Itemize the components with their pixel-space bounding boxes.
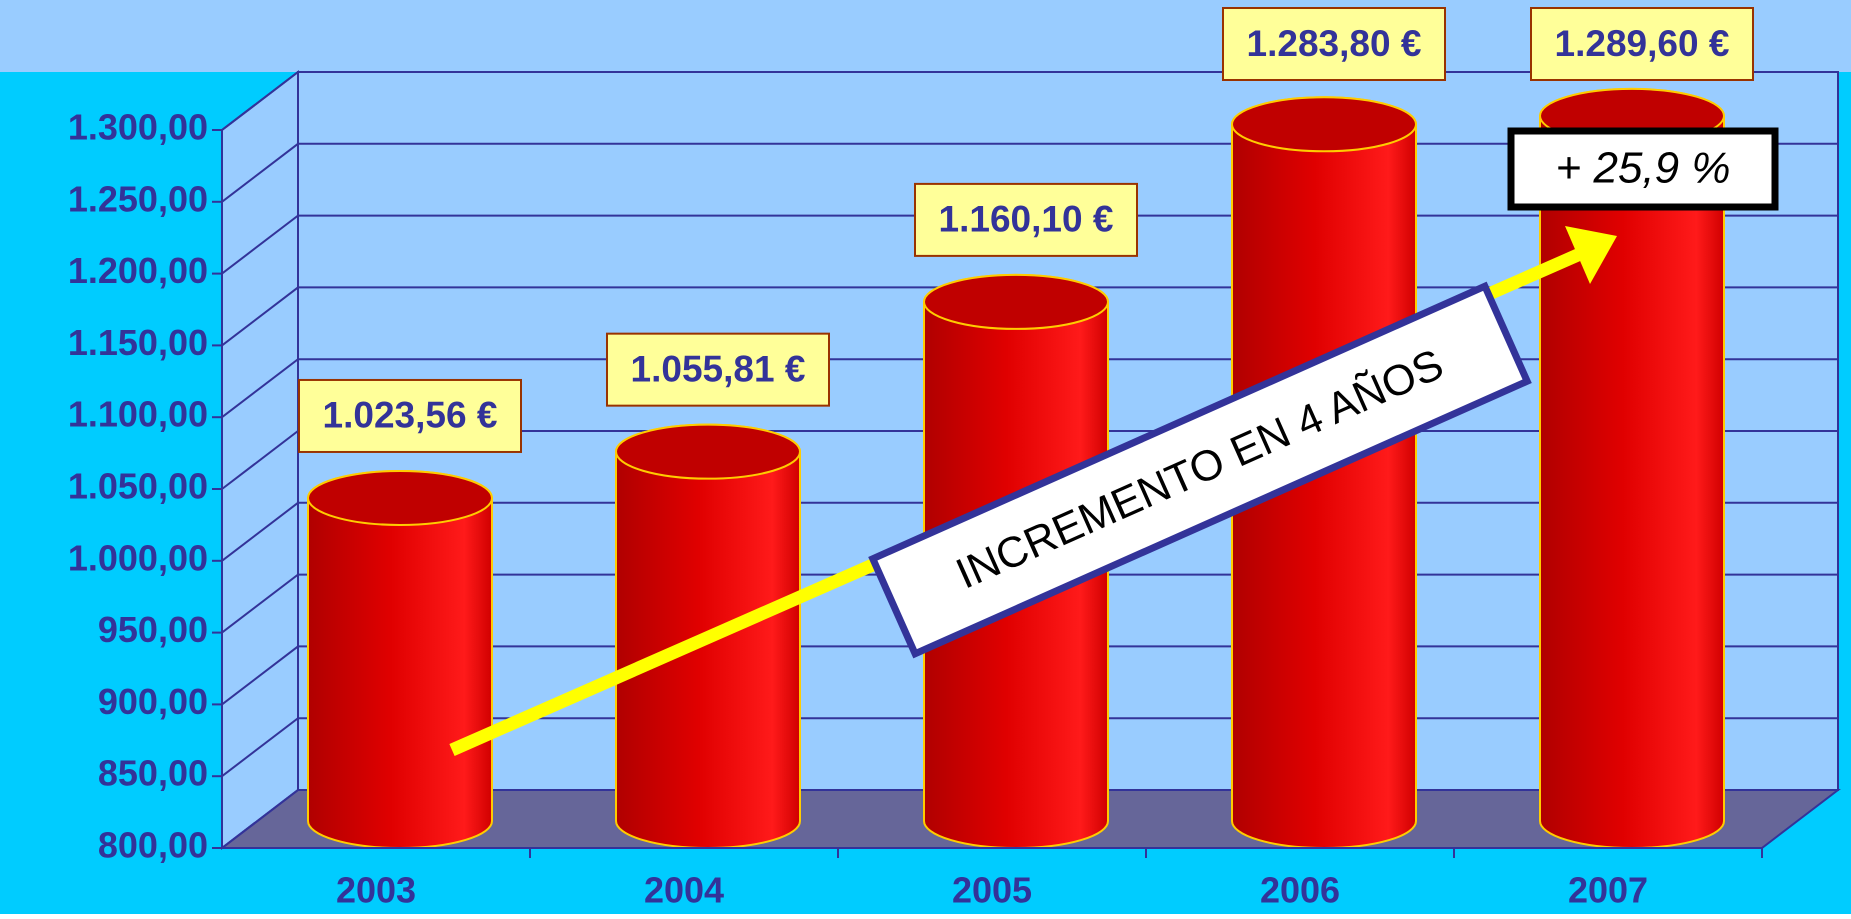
value-label-box bbox=[298, 378, 522, 453]
x-tick-label: 2006 bbox=[1260, 870, 1340, 911]
annotation-box bbox=[868, 281, 1532, 659]
value-label-box bbox=[606, 332, 830, 407]
value-label: 1.283,80 € bbox=[1247, 23, 1422, 64]
x-tick-label: 2003 bbox=[336, 870, 416, 911]
y-tick-label: 1.250,00 bbox=[68, 178, 208, 219]
value-label-box bbox=[1222, 7, 1446, 81]
bar bbox=[307, 469, 493, 849]
bar-top bbox=[1231, 96, 1417, 153]
x-tick-label: 2004 bbox=[644, 870, 724, 911]
y-tick-label: 850,00 bbox=[98, 753, 208, 794]
value-label: 1.160,10 € bbox=[939, 199, 1114, 240]
y-tick-label: 800,00 bbox=[98, 825, 208, 866]
percent-box bbox=[1507, 127, 1779, 211]
x-tick-label: 2005 bbox=[952, 870, 1032, 911]
y-tick-label: 1.300,00 bbox=[68, 107, 208, 148]
y-tick-label: 1.050,00 bbox=[68, 466, 208, 507]
bar-top bbox=[307, 469, 493, 526]
y-tick-label: 1.150,00 bbox=[68, 322, 208, 363]
bar-top bbox=[615, 423, 801, 480]
value-label: 1.289,60 € bbox=[1555, 23, 1730, 64]
y-tick-label: 950,00 bbox=[98, 609, 208, 650]
value-label-box bbox=[1530, 7, 1754, 81]
value-label: 1.055,81 € bbox=[631, 348, 806, 389]
arrow-head bbox=[1565, 226, 1617, 284]
x-tick-label: 2007 bbox=[1568, 870, 1648, 911]
y-tick-label: 1.100,00 bbox=[68, 394, 208, 435]
annotation: + 25,9 % bbox=[1556, 144, 1731, 193]
y-tick-label: 1.200,00 bbox=[68, 250, 208, 291]
value-label: 1.023,56 € bbox=[323, 395, 498, 436]
y-tick-label: 1.000,00 bbox=[68, 537, 208, 578]
bar-top bbox=[923, 273, 1109, 330]
y-tick-label: 900,00 bbox=[98, 681, 208, 722]
value-label-box bbox=[914, 182, 1138, 257]
